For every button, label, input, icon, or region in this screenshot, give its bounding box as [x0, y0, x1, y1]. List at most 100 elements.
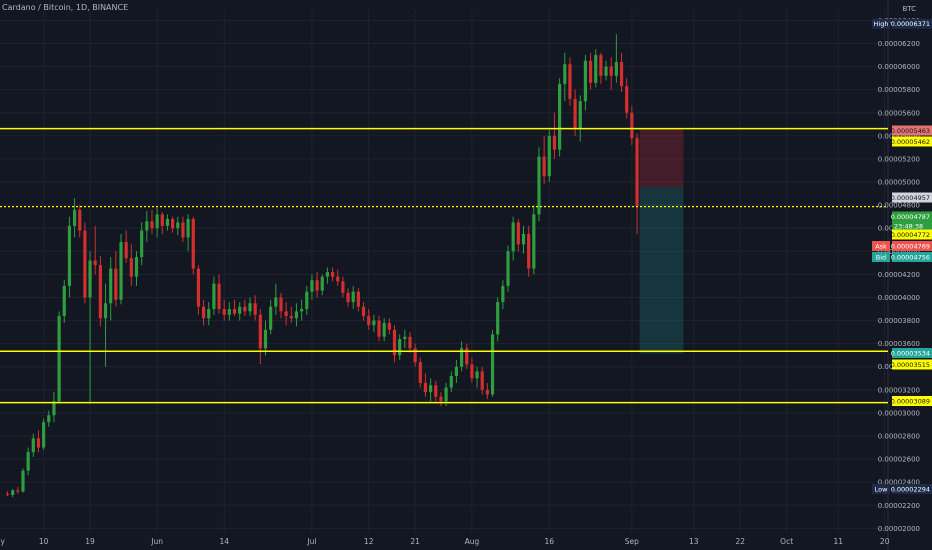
candle-body: [140, 230, 144, 258]
candle-body: [310, 280, 314, 292]
candle-body: [475, 371, 479, 379]
price-tag-value: 0.00002294: [891, 486, 930, 494]
candle-body: [630, 112, 634, 139]
y-tick-label: 0.00003800: [878, 317, 920, 325]
candle-body: [145, 221, 149, 231]
candle-body: [614, 61, 618, 76]
price-tag-value: 0.00003089: [891, 398, 930, 406]
price-tag-value: 0.00005463: [891, 127, 930, 135]
price-tag-last: [892, 211, 932, 232]
candle-body: [459, 348, 464, 367]
price-tag-value: 0.00004957: [891, 194, 930, 202]
price-tag-label-bg: [872, 241, 890, 251]
y-tick-label: 0.00002600: [878, 456, 920, 464]
candle-body: [552, 135, 557, 150]
candle-body: [361, 306, 366, 316]
price-tag-label: High: [874, 20, 889, 28]
candle-body: [181, 222, 185, 238]
price-tag-stop: [892, 125, 932, 136]
y-tick-label: 0.00005400: [878, 132, 920, 140]
price-tag-level2: [892, 229, 932, 240]
candle-body: [418, 362, 422, 383]
price-tag-ask: [892, 241, 932, 251]
candle-body: [490, 334, 495, 395]
candle-body: [294, 311, 299, 319]
price-tag-entry: [892, 192, 932, 203]
candle-body: [573, 98, 577, 129]
y-tick-label: 0.00006000: [878, 63, 920, 71]
candle-body: [21, 470, 25, 492]
candle-body: [568, 64, 572, 99]
candle-body: [212, 283, 216, 310]
candle-body: [341, 281, 345, 293]
x-tick-label: 19: [85, 537, 95, 546]
candle-body: [31, 438, 35, 453]
candle-body: [542, 156, 546, 177]
candle-body: [155, 214, 159, 229]
candle-body: [207, 309, 211, 319]
candle-body: [351, 291, 355, 303]
x-tick-label: 22: [735, 537, 745, 546]
price-tag-value: 0.00005462: [891, 138, 930, 146]
candle-body: [284, 311, 288, 316]
candle-body: [98, 265, 102, 319]
candle-body: [336, 276, 340, 282]
candle-body: [408, 336, 412, 349]
candle-body: [196, 268, 201, 307]
time-axis[interactable]: May 10 19 Jun 14 Jul 12 21 Aug 16 Sep 13 22 Oct 11 20: [0, 537, 890, 546]
y-tick-label: 0.00003000: [878, 409, 920, 417]
candle-body: [26, 452, 30, 471]
candle-body: [274, 297, 278, 307]
y-tick-label: 0.00004200: [878, 271, 920, 279]
candle-body: [609, 66, 613, 76]
candle-body: [222, 309, 226, 315]
candle-body: [129, 258, 133, 277]
candle-body: [625, 86, 629, 113]
price-tag-value: 0.00004787: [891, 213, 930, 221]
price-tag-high: [892, 18, 932, 29]
candle-body: [109, 268, 113, 304]
candle-body: [583, 60, 588, 102]
candle-body: [521, 233, 526, 245]
candle-body: [93, 260, 97, 266]
candle-body: [454, 366, 459, 376]
price-axis[interactable]: 0.000064000.000062000.000060000.00005800…: [878, 17, 920, 533]
candle-body: [119, 242, 123, 300]
candle-body: [52, 401, 56, 416]
x-tick-label: 14: [219, 537, 229, 546]
price-tag-value: 0.00004769: [891, 243, 930, 251]
candle-body: [413, 348, 417, 363]
y-tick-label: 0.00003600: [878, 340, 920, 348]
candle-body: [232, 309, 237, 314]
candle-body: [392, 329, 397, 356]
y-tick-label: 0.00004400: [878, 248, 920, 256]
price-tags: 0.00006371High0.000054630.000054620.0000…: [872, 18, 932, 494]
candle-body: [594, 55, 598, 83]
candle-body: [356, 291, 360, 307]
candle-body: [470, 364, 474, 379]
candle-body: [588, 60, 593, 83]
x-tick-label: 16: [545, 537, 555, 546]
y-tick-label: 0.00004800: [878, 202, 920, 210]
candle-body: [449, 375, 453, 388]
candle-body: [511, 222, 515, 252]
x-tick-label: 21: [410, 537, 420, 546]
x-tick-label: Sep: [625, 537, 639, 546]
candle-body: [165, 218, 170, 226]
candle-body: [124, 242, 128, 259]
x-tick-label: Aug: [465, 537, 480, 546]
candle-body: [57, 315, 61, 402]
candle-body: [258, 314, 262, 349]
candle-body: [248, 303, 252, 312]
x-tick-label: Jun: [150, 537, 163, 546]
candle-body: [47, 415, 51, 423]
candle-body: [42, 422, 46, 448]
candle-body: [429, 385, 433, 393]
y-tick-label: 0.00005800: [878, 86, 920, 94]
y-tick-label: 0.00003200: [878, 386, 920, 394]
price-tag-label: Low: [875, 486, 888, 494]
candle-body: [88, 260, 92, 298]
candle-body: [114, 268, 118, 300]
price-tag-target: [892, 348, 932, 358]
